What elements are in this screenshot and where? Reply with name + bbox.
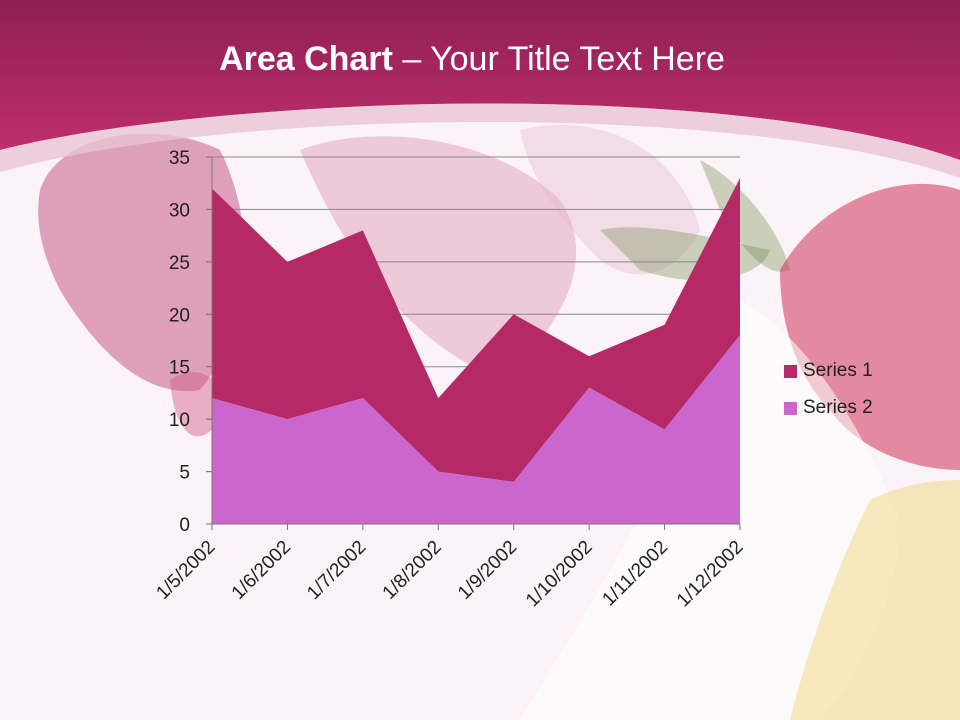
y-tick-label: 0: [179, 515, 190, 536]
x-tick-label: 1/12/2002: [673, 537, 748, 612]
y-tick-label: 5: [179, 463, 190, 484]
series-2-area: [212, 335, 740, 524]
x-tick-labels: 1/5/2002 1/6/2002 1/7/2002 1/8/2002 1/9/2002…: [152, 537, 747, 612]
legend-swatch: [784, 364, 797, 378]
x-tick-label: 1/10/2002: [522, 537, 597, 612]
y-tick-label: 30: [169, 200, 190, 221]
legend: Series 1 Series 2: [784, 358, 873, 432]
y-tick-label: 20: [169, 305, 190, 326]
x-tick-label: 1/11/2002: [598, 537, 672, 611]
x-tick-label: 1/6/2002: [228, 537, 295, 604]
y-tick-label: 10: [169, 410, 190, 431]
y-tick-label: 25: [169, 253, 190, 274]
y-tick-label: 35: [169, 148, 190, 169]
legend-item: Series 1: [784, 358, 873, 384]
legend-label: Series 1: [803, 360, 873, 381]
legend-item: Series 2: [784, 395, 873, 421]
x-tick-label: 1/9/2002: [454, 537, 521, 604]
page-title: Area Chart – Your Title Text Here: [0, 40, 944, 79]
axes: [206, 156, 741, 530]
legend-swatch: [784, 401, 797, 415]
x-tick-label: 1/8/2002: [379, 537, 446, 604]
y-tick-label: 15: [169, 358, 190, 379]
series-1-area: [212, 177, 740, 483]
y-tick-labels: 0 5 10 15 20 25 30 35: [169, 148, 190, 536]
x-tick-label: 1/7/2002: [303, 537, 370, 604]
series-areas: [212, 177, 740, 524]
legend-label: Series 2: [803, 397, 873, 418]
title-rest: – Your Title Text Here: [392, 40, 725, 78]
title-bold: Area Chart: [219, 40, 393, 78]
x-tick-label: 1/5/2002: [152, 537, 219, 604]
